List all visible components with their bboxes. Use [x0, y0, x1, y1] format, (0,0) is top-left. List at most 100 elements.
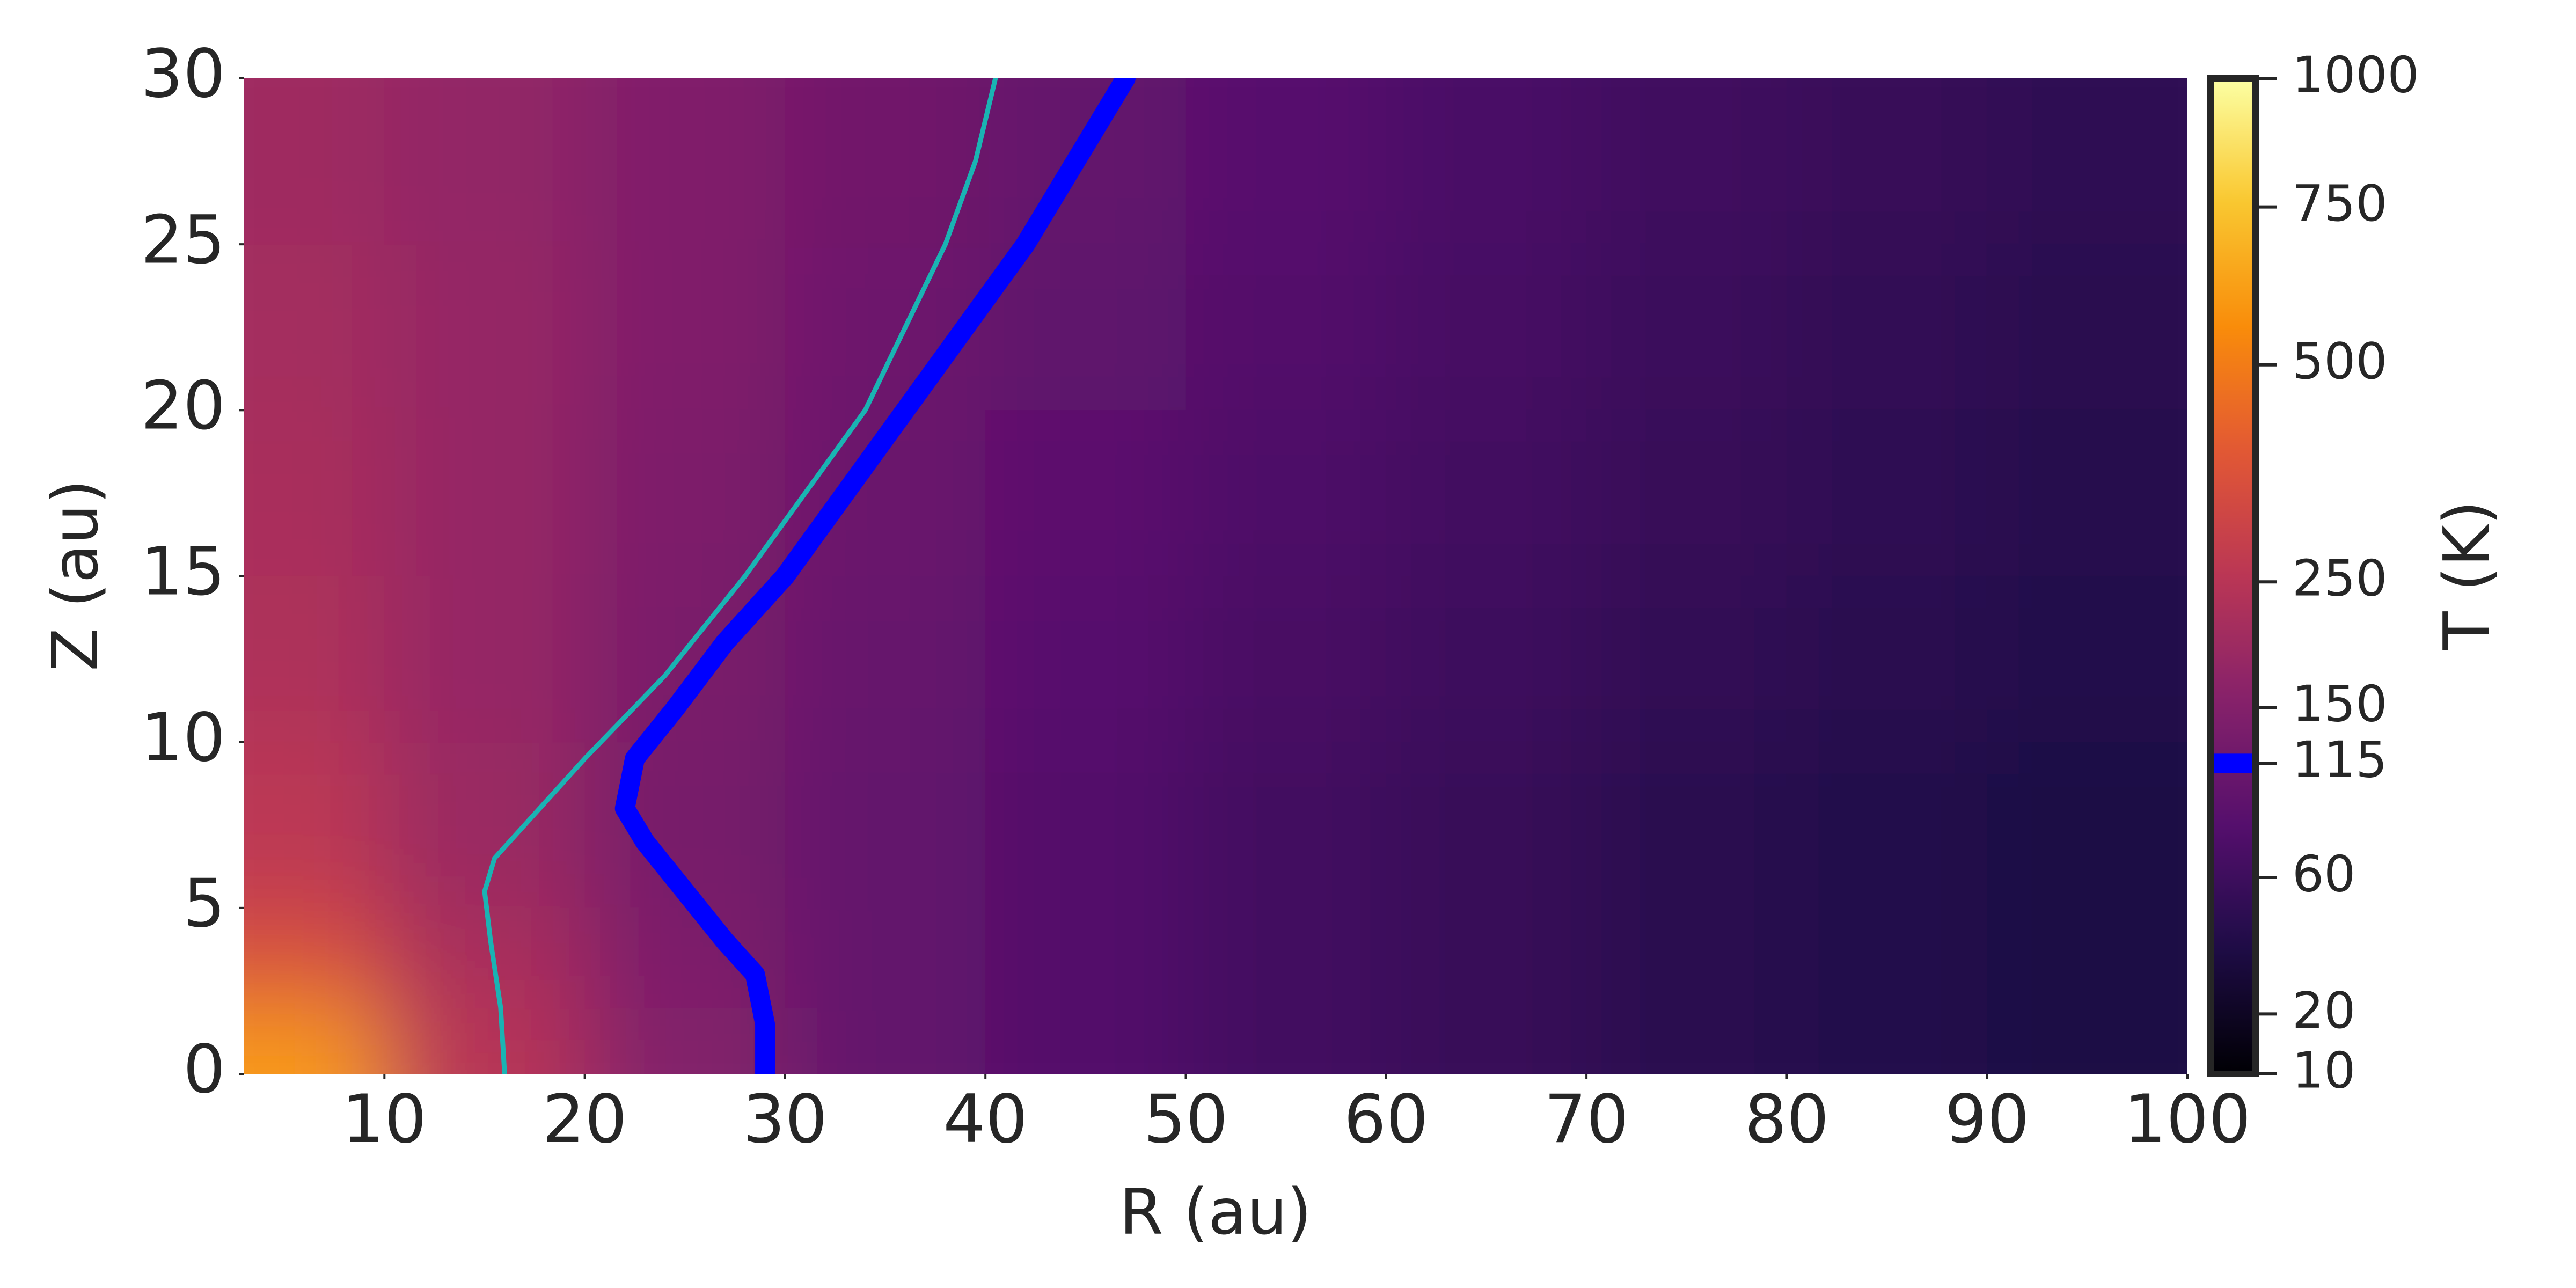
heat-cell [985, 908, 1186, 1008]
y-axis-label: Z (au) [38, 479, 112, 671]
colorbar-tick-label: 10 [2292, 1041, 2355, 1099]
heat-cell [1386, 410, 1587, 576]
y-tick-label: 30 [141, 35, 225, 113]
heat-cell [1586, 576, 1787, 742]
heat-cell [1987, 1007, 2187, 1074]
heat-cell [1586, 742, 1787, 908]
heat-cell [1787, 410, 1987, 576]
x-tick-label: 50 [1144, 1081, 1228, 1158]
heat-cell [1185, 742, 1386, 908]
heat-cell [785, 908, 986, 1008]
heat-cell [1185, 78, 1386, 245]
heat-cell [985, 576, 1186, 742]
heat-cell [384, 742, 585, 908]
heat-cell [1185, 576, 1386, 742]
y-tick-label: 0 [183, 1031, 225, 1108]
contour-line [614, 78, 1136, 1074]
heat-cell [785, 78, 986, 245]
heat-cell [1386, 576, 1587, 742]
heat-cell [244, 1007, 385, 1074]
x-tick-label: 60 [1344, 1081, 1429, 1158]
heat-cell [985, 78, 1186, 245]
colorbar-tick-label: 20 [2292, 982, 2355, 1040]
heatmap [244, 78, 2187, 1074]
heat-cell [1987, 742, 2187, 908]
colorbar-tick-label: 250 [2292, 550, 2388, 608]
heat-cell [785, 244, 986, 411]
y-tick-label: 5 [183, 865, 225, 942]
heat-cell [785, 742, 986, 908]
x-tick-label: 80 [1745, 1081, 1829, 1158]
heat-cell [1787, 908, 1987, 1008]
heat-cell [1787, 244, 1987, 411]
heat-cell [584, 244, 785, 411]
heat-cell [244, 742, 385, 908]
heat-cell [1586, 410, 1787, 576]
x-tick-label: 100 [2124, 1081, 2251, 1158]
heat-cell [384, 576, 585, 742]
heat-cell [1987, 908, 2187, 1008]
heat-cell [1787, 576, 1987, 742]
heat-cell [384, 1007, 585, 1074]
heat-cell [384, 908, 585, 1008]
y-tick-label: 25 [141, 201, 225, 279]
heat-cell [1987, 78, 2187, 245]
heat-cell [1787, 742, 1987, 908]
heat-cell [785, 1007, 986, 1074]
heat-cell [384, 78, 585, 245]
colorbar-level-marker [2214, 753, 2252, 773]
colorbar-tick-label: 750 [2292, 174, 2388, 232]
heat-cell [1586, 1007, 1787, 1074]
heat-cell [244, 410, 385, 576]
heat-cell [985, 1007, 1186, 1074]
x-tick-label: 10 [342, 1081, 427, 1158]
heat-cell [1185, 410, 1386, 576]
x-tick-label: 30 [743, 1081, 828, 1158]
heat-cell [1386, 742, 1587, 908]
heat-cell [1787, 78, 1987, 245]
heat-cell [985, 410, 1186, 576]
heat-cell [1386, 78, 1587, 245]
colorbar-tick-label: 1000 [2292, 46, 2419, 104]
x-axis-label: R (au) [1119, 1175, 1312, 1249]
colorbar-tick-label: 60 [2292, 845, 2355, 903]
heat-cell [1586, 244, 1787, 411]
x-tick-label: 40 [943, 1081, 1028, 1158]
colorbar-tick-label: 150 [2292, 675, 2388, 733]
heat-cell [244, 244, 385, 411]
y-tick-label: 20 [141, 368, 225, 445]
x-tick-label: 70 [1544, 1081, 1629, 1158]
heat-cell [1987, 244, 2187, 411]
colorbar [2207, 75, 2259, 1077]
heat-cell [244, 908, 385, 1008]
heat-cell [1185, 1007, 1386, 1074]
heat-cell [1386, 244, 1587, 411]
contour-line [482, 78, 998, 1074]
heat-cell [985, 742, 1186, 908]
heat-cell [1185, 244, 1386, 411]
heat-cell [785, 576, 986, 742]
heat-cell [1386, 908, 1587, 1008]
heat-cell [584, 78, 785, 245]
heat-cell [1586, 908, 1787, 1008]
heat-cell [1987, 576, 2187, 742]
heat-cell [384, 410, 585, 576]
heat-cell [1987, 410, 2187, 576]
colorbar-tick-label: 115 [2292, 731, 2388, 789]
heat-cell [1586, 78, 1787, 245]
heat-cell [584, 410, 785, 576]
heat-cell [1185, 908, 1386, 1008]
heat-cell [985, 244, 1186, 411]
heat-cell [244, 78, 385, 245]
y-tick-label: 10 [141, 699, 225, 777]
x-tick-label: 20 [543, 1081, 627, 1158]
colorbar-label: T (K) [2429, 500, 2504, 650]
heat-cell [384, 244, 585, 411]
colorbar-tick-label: 500 [2292, 332, 2388, 390]
heat-cell [1386, 1007, 1587, 1074]
y-tick-label: 15 [141, 533, 225, 611]
contours [482, 78, 1136, 1074]
heat-cell [1787, 1007, 1987, 1074]
x-tick-label: 90 [1945, 1081, 2030, 1158]
